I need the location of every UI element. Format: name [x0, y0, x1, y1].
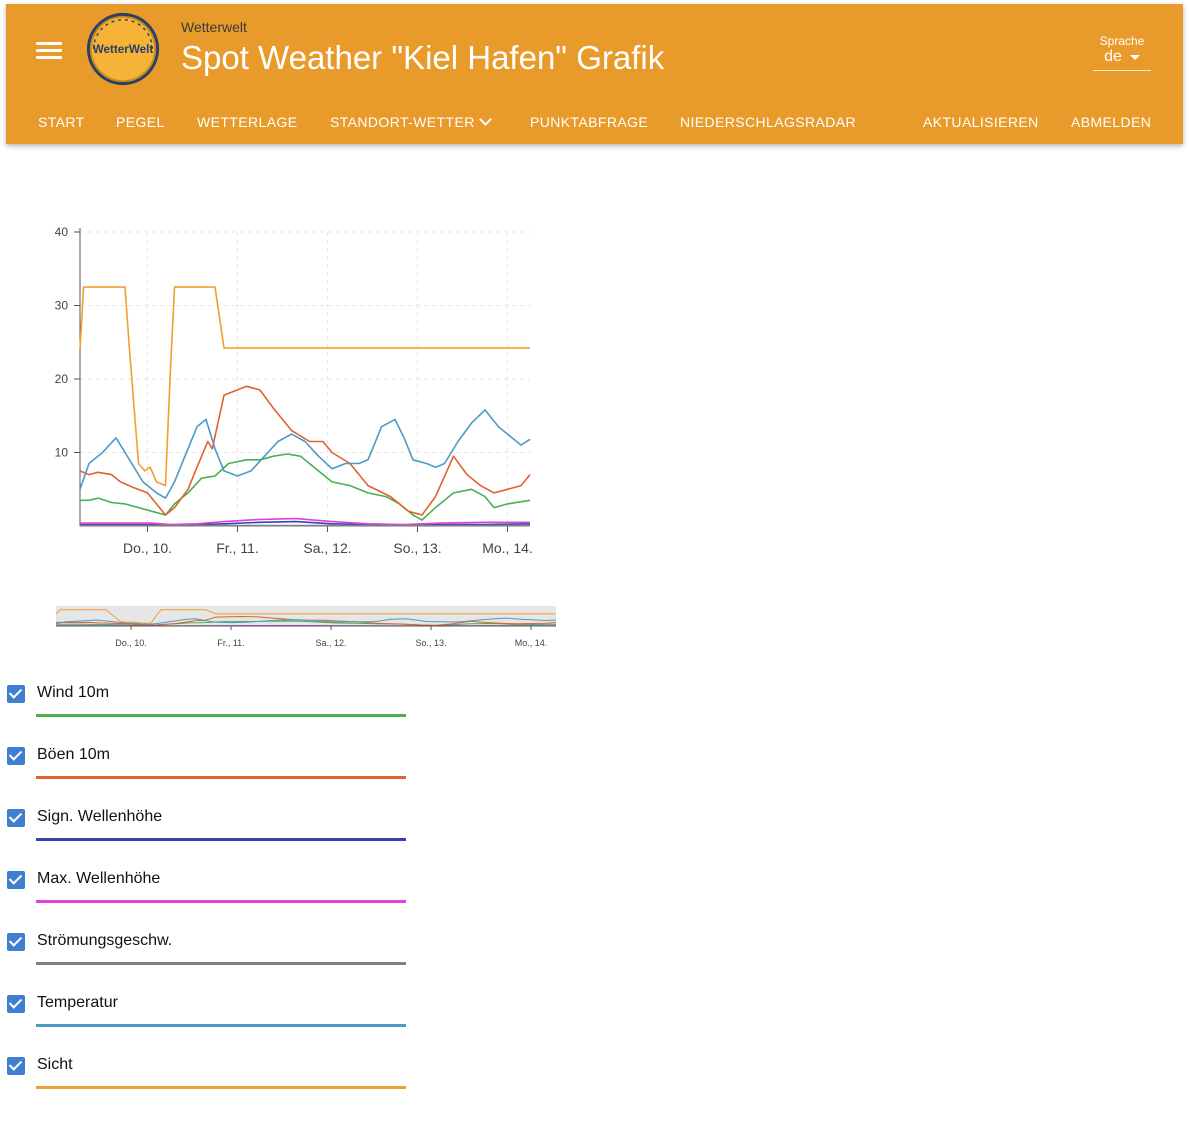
- legend-checkbox-sicht[interactable]: [7, 1057, 25, 1075]
- navigator-tick-label-0: Do., 10.: [115, 638, 147, 648]
- navigator-line-boeen-10m: [55, 615, 557, 626]
- nav-wetterlage[interactable]: WETTERLAGE: [197, 114, 298, 130]
- navigator-tick-label-1: Fr., 11.: [217, 638, 244, 648]
- nav-standort-wetter[interactable]: STANDORT-WETTER: [330, 113, 492, 130]
- logo-text: WetterWelt: [93, 43, 154, 56]
- x-tick-label-4: Mo., 14.: [482, 540, 533, 556]
- legend-label-max-wellenhoehe: Max. Wellenhöhe: [37, 870, 161, 887]
- legend-item-stroemungsgeschw[interactable]: Strömungsgeschw.: [0, 924, 420, 986]
- language-label: Sprache: [1099, 34, 1145, 48]
- chevron-down-icon: [478, 113, 492, 126]
- legend-label-temperatur: Temperatur: [37, 994, 118, 1011]
- navigator-tick-label-4: Mo., 14.: [515, 638, 548, 648]
- legend-checkbox-sign-wellenhoehe[interactable]: [7, 809, 25, 827]
- legend-item-max-wellenhoehe[interactable]: Max. Wellenhöhe: [0, 862, 420, 924]
- legend-item-wind-10m[interactable]: Wind 10m: [0, 676, 420, 738]
- navigator-tick-label-3: So., 13.: [415, 638, 446, 648]
- app-bar: WetterWelt Wetterwelt Spot Weather "Kiel…: [6, 4, 1183, 144]
- legend-line-stroemungsgeschw: [36, 962, 406, 965]
- y-tick-label-2: 30: [55, 299, 69, 313]
- nav-aktualisieren[interactable]: AKTUALISIEREN: [923, 114, 1039, 130]
- x-tick-label-2: Sa., 12.: [303, 540, 351, 556]
- navigator-line-wind-10m: [56, 620, 557, 627]
- wetterwelt-logo: WetterWelt: [86, 12, 160, 86]
- legend-label-sicht: Sicht: [37, 1056, 73, 1073]
- legend-checkbox-wind-10m[interactable]: [7, 685, 25, 703]
- language-selector[interactable]: Sprache de: [1093, 34, 1151, 71]
- legend-line-sign-wellenhoehe: [36, 838, 406, 841]
- legend-line-wind-10m: [36, 714, 406, 717]
- nav-niederschlagsradar[interactable]: NIEDERSCHLAGSRADAR: [680, 114, 857, 130]
- series-line-boeen-10m: [79, 385, 531, 516]
- legend-line-max-wellenhoehe: [36, 900, 406, 903]
- navigator-selection: [56, 606, 556, 626]
- series-line-temperatur: [79, 409, 531, 499]
- nav-start[interactable]: START: [38, 114, 85, 130]
- legend-label-stroemungsgeschw: Strömungsgeschw.: [37, 932, 173, 949]
- navigator-line-sicht: [55, 609, 556, 624]
- y-tick-label-1: 20: [55, 372, 69, 386]
- y-tick-label-0: 10: [55, 446, 69, 460]
- time-navigator[interactable]: Do., 10. Fr., 11. Sa., 12. So., 13. Mo., 14.: [0, 598, 560, 658]
- series-line-wind-10m: [80, 453, 531, 521]
- y-tick-label-3: 40: [55, 225, 69, 239]
- language-value: de: [1104, 48, 1122, 65]
- legend-checkbox-stroemungsgeschw[interactable]: [7, 933, 25, 951]
- weather-chart[interactable]: 10 20 30 40 Do., 10. Fr., 11. Sa., 12. So., 13.…: [0, 220, 560, 580]
- legend-checkbox-max-wellenhoehe[interactable]: [7, 871, 25, 889]
- legend-item-sicht[interactable]: Sicht: [0, 1048, 420, 1110]
- series-line-sicht: [79, 286, 530, 487]
- nav-pegel[interactable]: PEGEL: [116, 114, 165, 130]
- legend-checkbox-boeen-10m[interactable]: [7, 747, 25, 765]
- x-tick-label-0: Do., 10.: [123, 540, 172, 556]
- nav-punktabfrage[interactable]: PUNKTABFRAGE: [530, 114, 649, 130]
- nav-standort-wetter-label: STANDORT-WETTER: [330, 114, 475, 130]
- x-tick-label-3: So., 13.: [393, 540, 441, 556]
- legend-item-sign-wellenhoehe[interactable]: Sign. Wellenhöhe: [0, 800, 420, 862]
- x-tick-label-1: Fr., 11.: [216, 540, 259, 556]
- legend-label-wind-10m: Wind 10m: [37, 684, 110, 701]
- main-nav: START PEGEL WETTERLAGE STANDORT-WETTER P…: [6, 104, 1183, 140]
- legend-line-sicht: [36, 1086, 406, 1089]
- legend-item-boeen-10m[interactable]: Böen 10m: [0, 738, 420, 800]
- legend-line-temperatur: [36, 1024, 406, 1027]
- app-subtitle: Wetterwelt: [181, 19, 247, 35]
- language-select[interactable]: de: [1093, 48, 1151, 71]
- navigator-tick-label-2: Sa., 12.: [315, 638, 346, 648]
- legend-checkbox-temperatur[interactable]: [7, 995, 25, 1013]
- dropdown-caret-icon: [1129, 54, 1140, 60]
- legend-label-boeen-10m: Böen 10m: [37, 746, 110, 763]
- legend-line-boeen-10m: [36, 776, 406, 779]
- nav-abmelden[interactable]: ABMELDEN: [1071, 114, 1152, 130]
- legend-item-temperatur[interactable]: Temperatur: [0, 986, 420, 1048]
- navigator-line-temperatur: [55, 617, 557, 625]
- series-line-max-wellenhoehe: [80, 517, 530, 526]
- page-title: Spot Weather "Kiel Hafen" Grafik: [181, 39, 665, 76]
- menu-icon[interactable]: [36, 38, 62, 64]
- legend-label-sign-wellenhoehe: Sign. Wellenhöhe: [37, 808, 163, 825]
